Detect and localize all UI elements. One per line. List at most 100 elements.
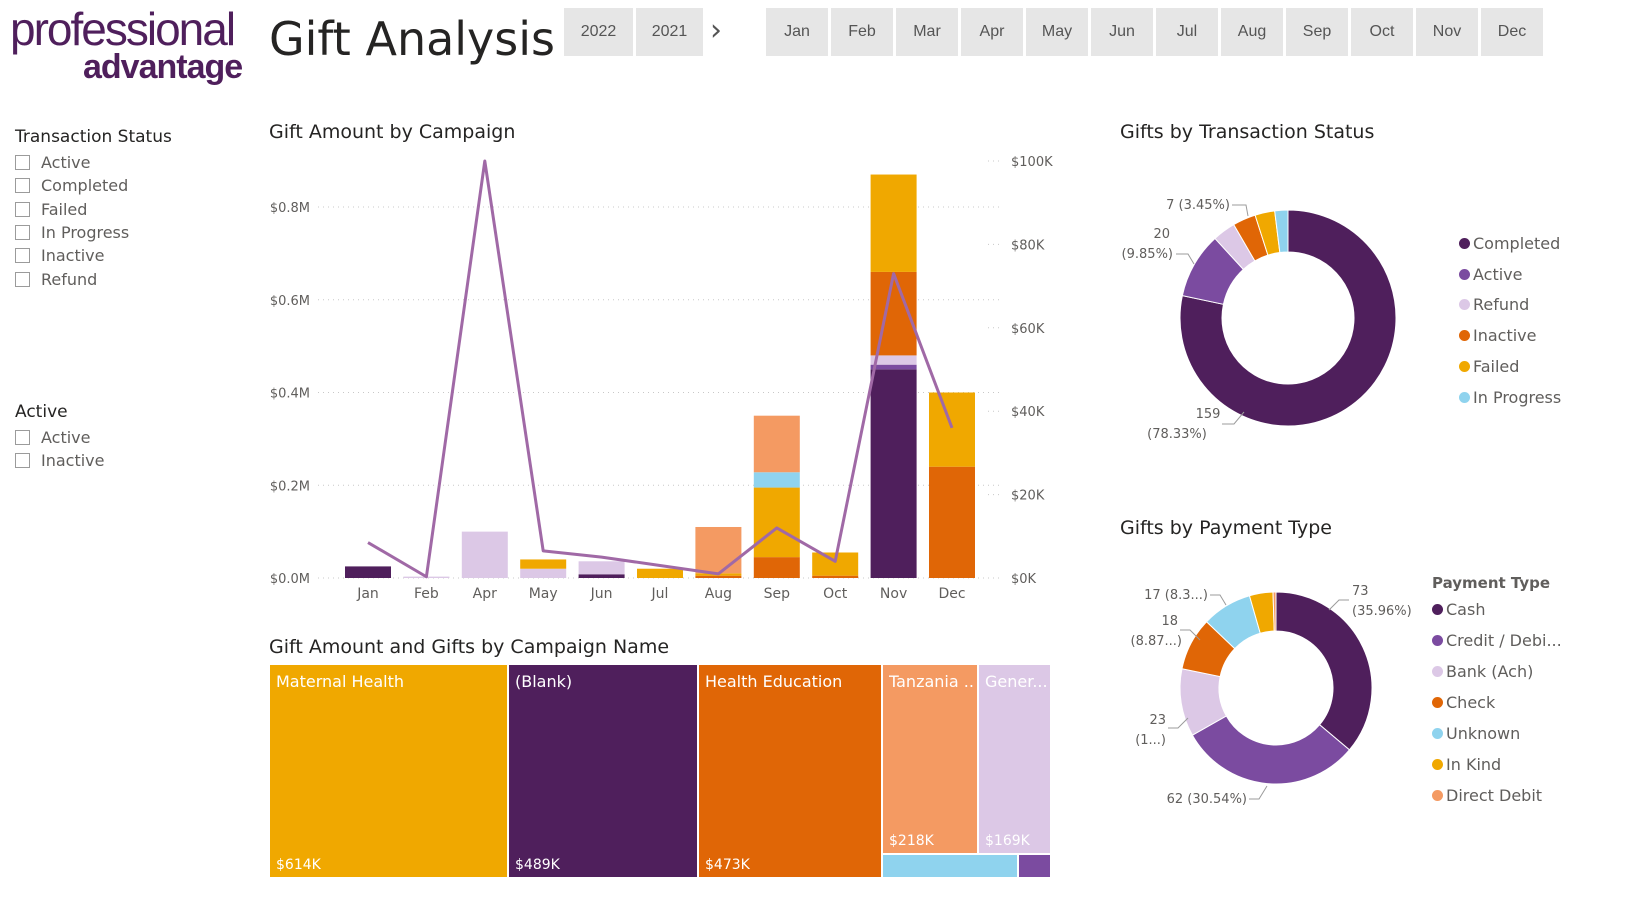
legend-marker [1432,635,1443,646]
legend-label: Cash [1446,600,1486,619]
treemap-tile-name: (Blank) [515,672,573,691]
checkbox[interactable] [15,178,30,194]
bar-segment[interactable] [870,369,917,578]
legend-item-bank-ach-[interactable]: Bank (Ach) [1432,662,1533,681]
legend-label: Unknown [1446,724,1521,743]
bar-segment[interactable] [929,466,975,578]
data-label: 7 (3.45%) [1166,198,1230,213]
month-button-jun[interactable]: Jun [1091,8,1153,56]
legend-marker [1459,299,1470,311]
bar-segment[interactable] [753,557,800,578]
checkbox[interactable] [15,430,30,445]
donut-slice-in-progress[interactable] [1274,209,1289,254]
checkbox[interactable] [15,453,30,469]
bar-segment[interactable] [578,574,625,578]
checkbox[interactable] [15,271,30,287]
month-button-feb[interactable]: Feb [831,8,893,56]
treemap-tile[interactable]: Maternal Health $614K [269,664,508,878]
legend-item-credit-debi-[interactable]: Credit / Debi... [1432,631,1562,650]
slicer-option-refund[interactable]: Refund [15,270,97,289]
month-button-aug[interactable]: Aug [1221,8,1283,56]
checkbox-label: Inactive [41,246,105,266]
treemap-tile[interactable]: Health Education $473K [698,664,882,878]
legend-item-unknown[interactable]: Unknown [1432,724,1520,743]
chevron-right-icon[interactable]: › [710,13,722,48]
slicer-option-active[interactable]: Active [15,428,91,447]
treemap-tile[interactable] [882,854,1018,878]
donut-slice-credit-debi-[interactable] [1191,715,1351,785]
donut-slice-completed[interactable] [1179,209,1397,427]
month-button-nov[interactable]: Nov [1416,8,1478,56]
gifts-by-transaction-status-chart[interactable]: 7 (3.45%) 20 (9.85%) 159 (78.33%) [1110,180,1440,460]
treemap-tile[interactable]: Tanzania ... $218K [882,664,978,854]
bar-segment[interactable] [637,568,683,578]
month-button-sep[interactable]: Sep [1286,8,1348,56]
x-axis-tick: Jun [590,586,613,602]
treemap-tile[interactable]: Gener... $169K [978,664,1051,854]
legend-item-check[interactable]: Check [1432,693,1495,712]
bar-segment[interactable] [578,561,625,575]
checkbox[interactable] [15,224,30,240]
legend-item-failed[interactable]: Failed [1459,357,1519,376]
legend-item-refund[interactable]: Refund [1459,295,1529,314]
checkbox[interactable] [15,155,30,170]
bar-segment[interactable] [520,568,567,578]
x-axis-tick: Dec [938,586,965,602]
checkbox[interactable] [15,201,30,217]
bar-segment[interactable] [461,531,508,578]
legend-item-inactive[interactable]: Inactive [1459,326,1537,345]
checkbox[interactable] [15,248,30,264]
bar-segment[interactable] [695,575,742,578]
treemap-tile-name: Gener... [985,672,1048,691]
treemap-tile-name: Maternal Health [276,672,405,691]
slicer-option-active[interactable]: Active [15,153,91,172]
bar-segment[interactable] [812,552,859,576]
checkbox-label: Inactive [41,451,105,471]
slicer-option-in-progress[interactable]: In Progress [15,223,129,242]
legend-item-direct-debit[interactable]: Direct Debit [1432,786,1542,805]
bar-segment[interactable] [345,566,391,578]
legend-item-active[interactable]: Active [1459,265,1523,284]
treemap-tile[interactable]: (Blank) $489K [508,664,698,878]
data-label: 73 [1352,584,1369,599]
line-series[interactable] [367,159,954,579]
year-button-2021[interactable]: 2021 [636,8,703,56]
year-button-2022[interactable]: 2022 [564,8,633,56]
slicer-option-completed[interactable]: Completed [15,176,128,195]
gift-amount-by-campaign-chart[interactable]: $0.0M $0.2M $0.4M $0.6M $0.8M $0K $20K $40K $60K… [260,145,1070,610]
bar-segment[interactable] [812,575,859,578]
legend-marker [1432,604,1443,615]
donut-slice-direct-debit[interactable] [1272,591,1277,632]
bar-segment[interactable] [870,364,917,370]
month-button-mar[interactable]: Mar [896,8,958,56]
month-button-may[interactable]: May [1026,8,1088,56]
month-button-apr[interactable]: Apr [961,8,1023,56]
left-axis-tick: $0.0M [270,572,310,587]
bar-segment[interactable] [753,487,800,558]
gifts-by-payment-type-chart[interactable]: 73 (35.96%) 17 (8.3...) 18 (8.87...) 23 (1...)… [1110,570,1430,820]
legend-item-completed[interactable]: Completed [1459,234,1560,253]
slicer-option-inactive[interactable]: Inactive [15,246,105,265]
bar-segment[interactable] [695,526,742,574]
legend-item-in-kind[interactable]: In Kind [1432,755,1501,774]
right-axis-tick: $80K [1011,238,1045,253]
bar-segment[interactable] [520,559,567,569]
bar-segment[interactable] [753,415,800,473]
month-button-oct[interactable]: Oct [1351,8,1413,56]
legend-item-in-progress[interactable]: In Progress [1459,388,1561,407]
slicer-option-inactive[interactable]: Inactive [15,451,105,470]
right-axis-tick: $100K [1011,155,1053,170]
bar-segment[interactable] [753,472,800,488]
bar-segment[interactable] [870,174,917,272]
month-button-jul[interactable]: Jul [1156,8,1218,56]
slicer-option-failed[interactable]: Failed [15,200,87,219]
legend-item-cash[interactable]: Cash [1432,600,1485,619]
left-axis-tick: $0.6M [270,294,310,309]
bar-segment[interactable] [929,392,975,467]
treemap-tile[interactable] [1018,854,1051,878]
bar-segment[interactable] [870,355,917,365]
donut-slice-cash[interactable] [1275,591,1373,751]
month-button-dec[interactable]: Dec [1481,8,1543,56]
month-button-jan[interactable]: Jan [766,8,828,56]
campaign-treemap: Maternal Health $614K (Blank) $489K Health E… [269,664,1051,878]
